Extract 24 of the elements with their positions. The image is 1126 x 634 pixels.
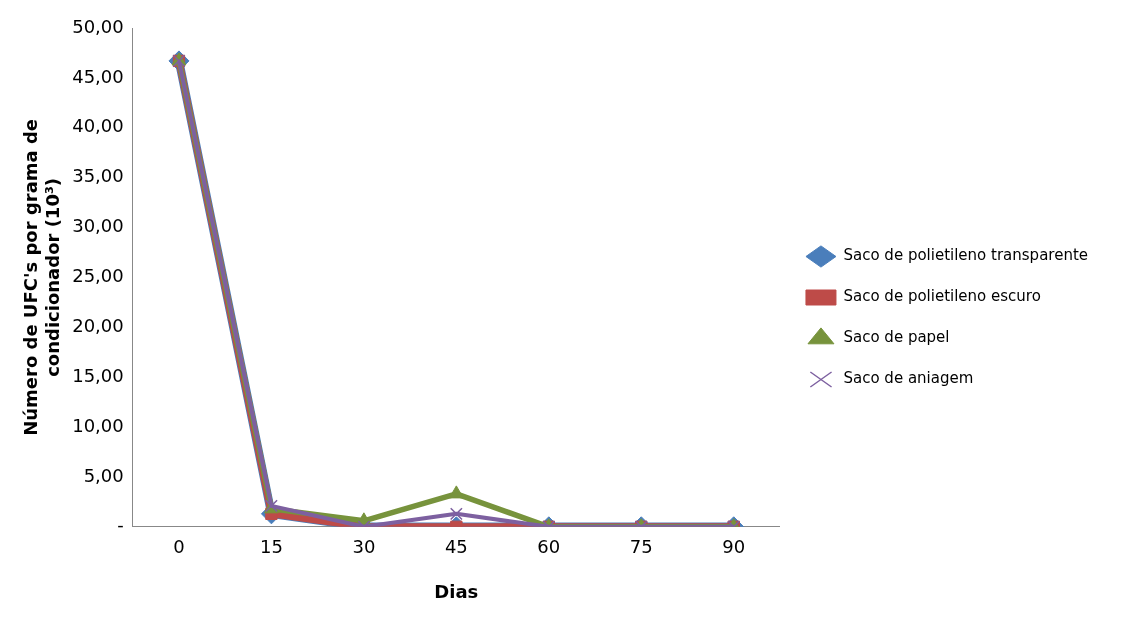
x-tick-label: 75 (629, 536, 653, 558)
x-tick-label: 90 (722, 536, 746, 558)
y-tick-label: 15,00 (72, 364, 124, 386)
legend-label: Saco de aniagem (843, 369, 974, 388)
y-tick-label: 10,00 (72, 414, 124, 436)
x-tick-label: 60 (537, 536, 561, 558)
y-tick-label: 25,00 (72, 265, 124, 287)
legend-label: Saco de polietileno escuro (843, 287, 1041, 306)
x-tick-label: 45 (444, 536, 468, 558)
y-tick-label: 50,00 (72, 15, 124, 37)
x-tick-label: 0 (173, 536, 185, 558)
y-tick-label: 5,00 (83, 464, 124, 486)
y-tick-label: 45,00 (72, 65, 124, 87)
y-tick-label: 35,00 (72, 165, 124, 187)
x-axis-title: Dias (434, 580, 479, 602)
y-tick-label: 40,00 (72, 115, 124, 137)
x-tick-label: 15 (259, 536, 283, 558)
x-tick-label: 30 (352, 536, 376, 558)
legend-label: Saco de papel (843, 328, 950, 347)
y-tick-label: 30,00 (72, 215, 124, 237)
y-tick-label: 20,00 (72, 314, 124, 336)
legend-label: Saco de polietileno transparente (843, 246, 1089, 265)
y-axis-title: Número de UFC's por grama de condicionador (10³) (20, 118, 64, 436)
y-tick-label: - (117, 514, 124, 536)
